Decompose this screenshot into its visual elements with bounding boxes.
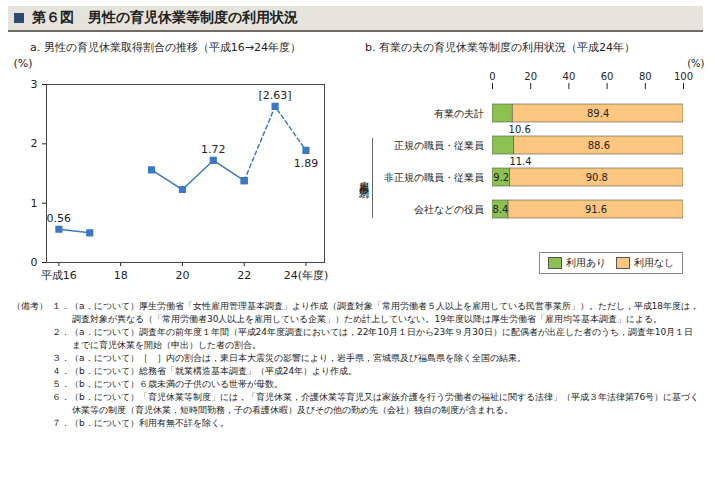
- svg-text:正規の職員・従業員: 正規の職員・従業員: [394, 140, 484, 151]
- html-text:３．（a．について）［ ］内の割合は，東日本大震災の影響によ: ３．（a．について）［ ］内の割合は，東日本大震災の影響により，岩手県，宮城県及…: [52, 353, 526, 363]
- svg-text:9.2: 9.2: [493, 172, 509, 183]
- svg-text:0.56: 0.56: [47, 212, 72, 225]
- svg-text:24(年度): 24(年度): [284, 269, 329, 282]
- html-text:第６図 男性の育児休業等制度の利用状況: 第６図 男性の育児休業等制度の利用状況: [32, 9, 298, 25]
- svg-text:1.89: 1.89: [294, 157, 319, 170]
- svg-text:18: 18: [114, 269, 128, 282]
- html-text:b. 有業の夫の育児休業等制度の利用状況（平成24年）: b. 有業の夫の育児休業等制度の利用状況（平成24年）: [365, 41, 635, 54]
- svg-text:(%): (%): [14, 57, 33, 70]
- svg-text:89.4: 89.4: [587, 108, 609, 119]
- svg-text:0: 0: [489, 71, 495, 82]
- html-text:利用なし: 利用なし: [634, 257, 674, 268]
- html-text:利用あり: 利用あり: [566, 257, 606, 268]
- svg-text:(%): (%): [687, 58, 704, 69]
- html-text:５．（b．について）６歳未満の子供のいる世帯が母数。: ５．（b．について）６歳未満の子供のいる世帯が母数。: [52, 379, 283, 389]
- html-text:２．（a．について）調査年の前年度１年間（平成24年度調査に: ２．（a．について）調査年の前年度１年間（平成24年度調査においては，22年10…: [52, 327, 694, 350]
- svg-text:60: 60: [601, 71, 614, 82]
- svg-text:[2.63]: [2.63]: [259, 89, 292, 102]
- svg-text:1: 1: [31, 197, 38, 210]
- svg-text:20: 20: [175, 269, 189, 282]
- svg-text:会社などの役員: 会社などの役員: [414, 204, 484, 215]
- html-text:a. 男性の育児休業取得割合の推移（平成16→24年度）: a. 男性の育児休業取得割合の推移（平成16→24年度）: [30, 41, 301, 54]
- html-text:４．（b．について）総務省「就業構造基本調査」（平成24年）: ４．（b．について）総務省「就業構造基本調査」（平成24年）より作成。: [52, 366, 358, 376]
- svg-text:有業の夫計: 有業の夫計: [434, 108, 484, 119]
- svg-text:91.6: 91.6: [585, 204, 607, 215]
- svg-text:11.4: 11.4: [509, 156, 531, 167]
- svg-text:10.6: 10.6: [509, 124, 531, 135]
- svg-text:90.8: 90.8: [586, 172, 608, 183]
- svg-text:80: 80: [639, 71, 652, 82]
- html-text:１．（a．について）厚生労働省「女性雇用管理基本調査」より作: １．（a．について）厚生労働省「女性雇用管理基本調査」より作成（調査対象「常用労…: [52, 301, 699, 324]
- html-text:（備考）: （備考）: [12, 301, 48, 311]
- svg-text:8.4: 8.4: [493, 204, 509, 215]
- svg-text:40: 40: [563, 71, 576, 82]
- html-text:雇用形態別: 雇用形態別: [358, 173, 369, 183]
- svg-text:88.6: 88.6: [588, 140, 610, 151]
- svg-text:0: 0: [31, 256, 38, 269]
- svg-text:平成16: 平成16: [41, 269, 77, 282]
- svg-text:2: 2: [31, 137, 38, 150]
- html-text:７．（b．について）利用有無不詳を除く。: ７．（b．について）利用有無不詳を除く。: [52, 418, 229, 428]
- svg-text:22: 22: [237, 269, 251, 282]
- svg-text:20: 20: [524, 71, 537, 82]
- svg-text:非正規の職員・従業員: 非正規の職員・従業員: [384, 172, 484, 183]
- svg-text:3: 3: [31, 78, 38, 91]
- svg-text:1.72: 1.72: [201, 143, 226, 156]
- svg-text:100: 100: [674, 71, 693, 82]
- html-text:６．（b．について）「育児休業等制度」には，「育児休業，介護: ６．（b．について）「育児休業等制度」には，「育児休業，介護休業等育児又は家族介…: [52, 392, 700, 415]
